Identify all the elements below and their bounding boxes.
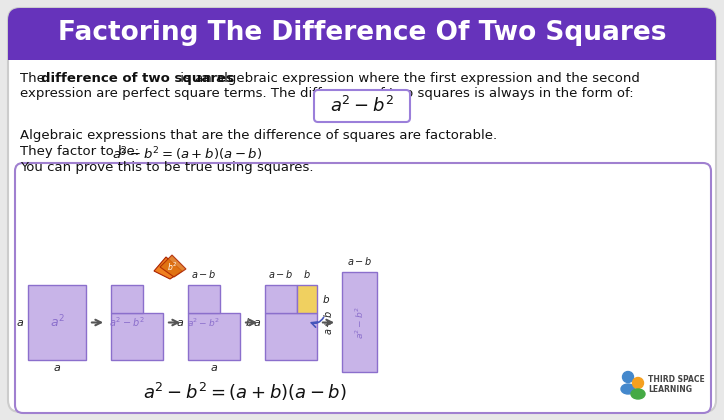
Bar xyxy=(188,285,220,313)
FancyBboxPatch shape xyxy=(8,8,716,60)
Text: They factor to be:: They factor to be: xyxy=(20,145,143,158)
Polygon shape xyxy=(154,257,182,279)
Text: $a^2 - b^2 = (a + b)(a - b)$: $a^2 - b^2 = (a + b)(a - b)$ xyxy=(112,145,262,163)
Text: You can prove this to be true using squares.: You can prove this to be true using squa… xyxy=(20,161,313,174)
Text: $a^2-b^2$: $a^2-b^2$ xyxy=(109,315,145,329)
Bar xyxy=(188,313,240,360)
Circle shape xyxy=(623,372,634,383)
FancyBboxPatch shape xyxy=(8,8,716,412)
Text: is an algebraic expression where the first expression and the second: is an algebraic expression where the fir… xyxy=(176,72,640,85)
Text: $a^2-b^2$: $a^2-b^2$ xyxy=(188,316,221,329)
Text: $a$: $a$ xyxy=(176,318,184,328)
Polygon shape xyxy=(160,255,186,277)
Text: $a$: $a$ xyxy=(253,318,261,328)
Bar xyxy=(342,272,377,372)
Text: The: The xyxy=(20,72,49,85)
Text: $a - b$: $a - b$ xyxy=(347,255,372,267)
Text: $a - b$: $a - b$ xyxy=(191,268,216,280)
Text: THIRD SPACE: THIRD SPACE xyxy=(648,375,704,383)
Text: Factoring The Difference Of Two Squares: Factoring The Difference Of Two Squares xyxy=(58,20,666,46)
Bar xyxy=(111,313,163,360)
FancyBboxPatch shape xyxy=(314,90,410,122)
Text: Algebraic expressions that are the difference of squares are factorable.: Algebraic expressions that are the diffe… xyxy=(20,129,497,142)
Text: $a^2 - b^2$: $a^2 - b^2$ xyxy=(330,96,394,116)
Circle shape xyxy=(633,378,644,388)
Text: $a^2$: $a^2$ xyxy=(49,314,64,331)
Text: $a + b$: $a + b$ xyxy=(322,309,334,335)
Bar xyxy=(8,34,716,60)
Bar xyxy=(265,285,297,313)
Text: LEARNING: LEARNING xyxy=(648,384,692,394)
Text: $a$: $a$ xyxy=(210,363,218,373)
Text: $a^2 - b^2 = (a + b)(a - b)$: $a^2 - b^2 = (a + b)(a - b)$ xyxy=(143,381,347,403)
Bar xyxy=(297,285,317,313)
Bar xyxy=(28,285,86,360)
Text: $a^2 - b^2$: $a^2 - b^2$ xyxy=(353,305,366,339)
Text: $b$: $b$ xyxy=(303,268,311,280)
Text: expression are perfect square terms. The difference of two squares is always in : expression are perfect square terms. The… xyxy=(20,87,634,100)
Bar xyxy=(265,313,317,360)
Ellipse shape xyxy=(631,389,645,399)
FancyBboxPatch shape xyxy=(15,163,711,413)
Text: difference of two squares: difference of two squares xyxy=(41,72,234,85)
Text: $b^2$: $b^2$ xyxy=(167,261,177,273)
Ellipse shape xyxy=(621,384,635,394)
Text: $a$: $a$ xyxy=(53,363,61,373)
Text: $a - b$: $a - b$ xyxy=(268,268,294,280)
Bar xyxy=(111,285,143,313)
Text: $a$: $a$ xyxy=(16,318,24,328)
Text: $b$: $b$ xyxy=(322,293,330,305)
Text: $b$: $b$ xyxy=(245,317,253,328)
